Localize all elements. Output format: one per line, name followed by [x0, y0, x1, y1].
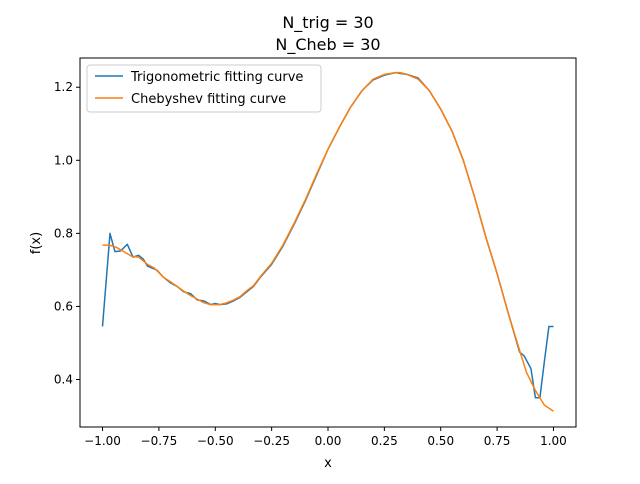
- y-tick-label: 1.2: [54, 80, 73, 94]
- x-tick-label: −0.75: [141, 434, 178, 448]
- x-tick-label: −0.25: [253, 434, 290, 448]
- x-tick-label: −0.50: [197, 434, 234, 448]
- x-axis-label: x: [324, 456, 332, 471]
- x-tick-label: 1.00: [540, 434, 567, 448]
- x-tick-label: 0.50: [427, 434, 454, 448]
- legend-box: [86, 64, 322, 113]
- chart-title-line2: N_Cheb = 30: [275, 35, 380, 55]
- x-tick-label: 0.00: [315, 434, 342, 448]
- y-tick-label: 1.0: [54, 153, 73, 167]
- legend: Trigonometric fitting curve Chebyshev fi…: [86, 64, 322, 113]
- y-axis-label: f(x): [29, 232, 44, 254]
- y-tick-label: 0.8: [54, 226, 73, 240]
- axis-ticks: −1.00 −0.75 −0.50 −0.25 0.00 0.25 0.50 0.75 1.00…: [54, 80, 567, 448]
- x-tick-label: 0.75: [484, 434, 511, 448]
- y-tick-label: 0.6: [54, 299, 73, 313]
- legend-label-chebyshev: Chebyshev fitting curve: [131, 92, 286, 107]
- series-lines: [101, 71, 554, 412]
- y-tick-label: 0.4: [54, 373, 73, 387]
- plot-area-frame: [79, 57, 577, 428]
- x-tick-label: 0.25: [371, 434, 398, 448]
- x-tick-label: −1.00: [84, 434, 121, 448]
- chart-title-line1: N_trig = 30: [282, 13, 373, 33]
- series-line-chebyshev: [102, 71, 554, 412]
- legend-label-trigonometric: Trigonometric fitting curve: [130, 70, 303, 85]
